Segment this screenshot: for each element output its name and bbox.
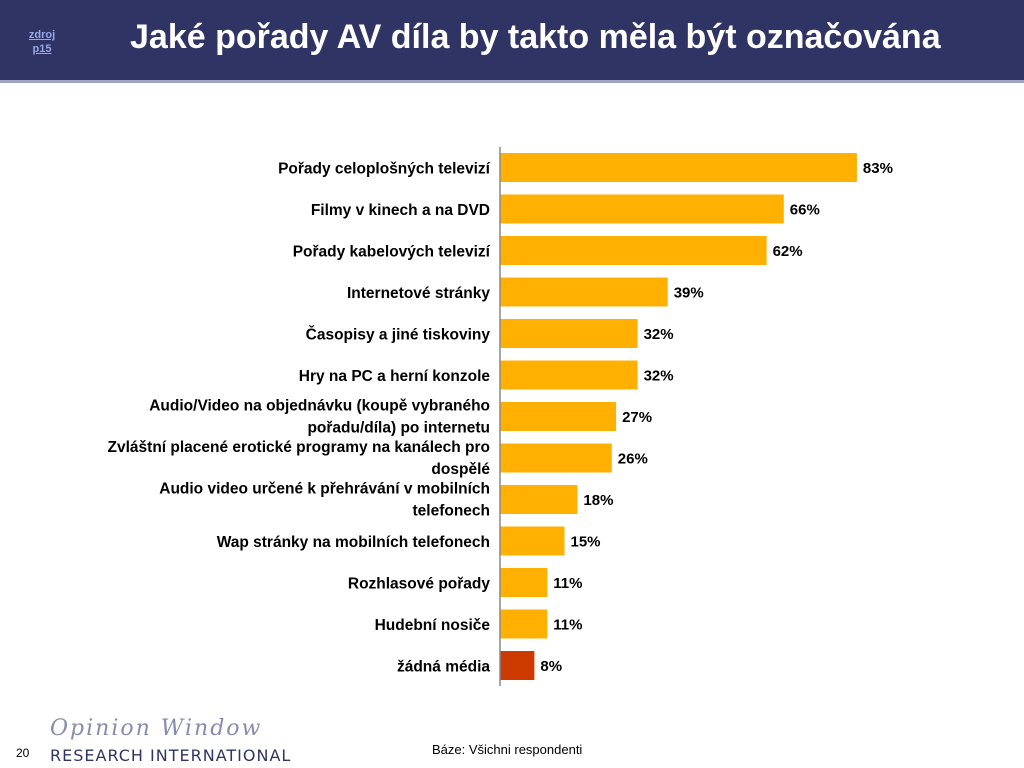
category-label-9-line-1: Audio video určené k přehrávání v mobiln… <box>159 481 490 498</box>
bar-13 <box>500 651 535 680</box>
category-label-12: Hudební nosiče <box>375 617 491 634</box>
base-note: Báze: Všichni respondenti <box>432 742 583 757</box>
value-label-11: 11% <box>553 575 582 592</box>
value-label-3: 62% <box>773 243 803 260</box>
value-label-6: 32% <box>644 368 674 385</box>
category-label-2: Filmy v kinech a na DVD <box>311 202 490 219</box>
bar-6 <box>500 360 638 390</box>
header-bar <box>0 0 1024 80</box>
source-link[interactable]: zdroj p15 <box>22 28 62 56</box>
category-label-9-line-2: telefonech <box>412 503 490 520</box>
value-label-5: 32% <box>644 326 674 343</box>
value-label-4: 39% <box>674 285 704 302</box>
category-label-11: Rozhlasové pořady <box>348 576 490 593</box>
bar-5 <box>500 319 638 348</box>
bar-7 <box>500 402 617 431</box>
value-label-10: 15% <box>571 534 601 551</box>
value-label-7: 27% <box>622 409 652 426</box>
category-label-8-line-2: dospělé <box>431 461 490 478</box>
header-divider <box>0 80 1024 83</box>
bar-10 <box>500 526 565 556</box>
bar-12 <box>500 609 548 639</box>
value-label-2: 66% <box>790 202 820 219</box>
page-number: 20 <box>16 746 30 760</box>
source-link-line-1: zdroj <box>28 29 56 41</box>
bar-9 <box>500 485 578 514</box>
value-label-1: 83% <box>863 160 893 177</box>
page-title: Jaké pořady AV díla by takto měla být oz… <box>130 18 941 56</box>
bar-11 <box>500 568 548 597</box>
value-label-12: 11% <box>553 617 582 634</box>
bar-1 <box>500 153 857 182</box>
bar-3 <box>500 236 767 265</box>
bar-4 <box>500 277 668 307</box>
company-logo: Opinion Window RESEARCH INTERNATIONAL <box>50 716 300 768</box>
category-label-5: Časopisy a jiné tiskoviny <box>306 326 491 344</box>
source-link-line-2: p15 <box>32 43 52 55</box>
category-label-6: Hry na PC a herní konzole <box>299 368 491 385</box>
category-label-1: Pořady celoplošných televizí <box>278 161 491 178</box>
logo-script-text: Opinion Window <box>50 716 263 741</box>
category-label-8-line-1: Zvláštní placené erotické programy na ka… <box>108 439 490 456</box>
bar-2 <box>500 194 784 224</box>
category-label-7-line-2: pořadu/díla) po internetu <box>307 420 490 437</box>
logo-company-text: RESEARCH INTERNATIONAL <box>50 746 292 765</box>
category-label-13: žádná média <box>397 659 490 676</box>
bar-chart: 83% Pořady celoplošných televizí 66% Filmy … <box>108 147 893 686</box>
value-label-9: 18% <box>583 492 613 509</box>
value-label-8: 26% <box>618 451 648 468</box>
category-label-4: Internetové stránky <box>347 285 490 302</box>
category-label-10: Wap stránky na mobilních telefonech <box>217 534 490 551</box>
value-label-13: 8% <box>540 658 562 675</box>
bar-8 <box>500 443 612 473</box>
category-label-3: Pořady kabelových televizí <box>293 244 491 261</box>
category-label-7-line-1: Audio/Video na objednávku (koupě vybrané… <box>149 398 490 415</box>
